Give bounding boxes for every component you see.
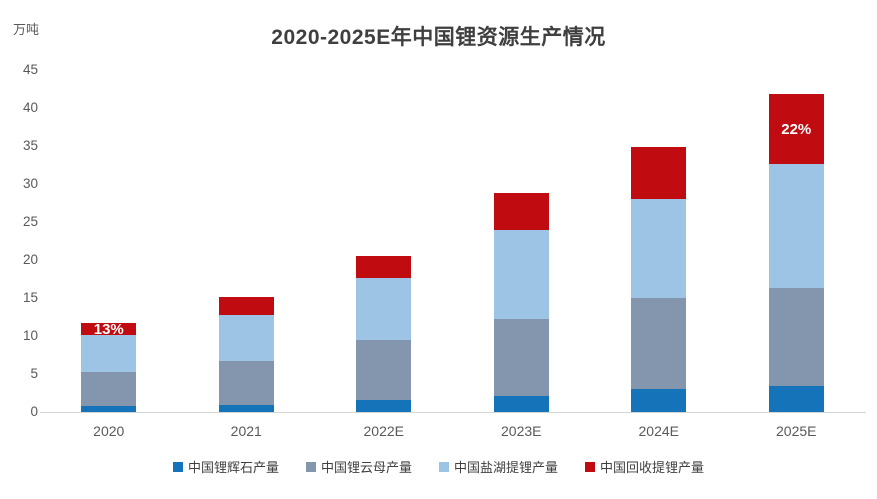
bar-segment-2021-中国回收提锂产量	[218, 296, 274, 315]
x-axis-label-2021: 2021	[230, 423, 262, 439]
y-tick-label: 40	[22, 100, 38, 115]
bar-segment-2024E-中国回收提锂产量	[631, 146, 687, 200]
y-tick-label: 25	[22, 214, 38, 229]
bar-segment-2021-中国锂云母产量	[218, 361, 274, 406]
legend-label: 中国锂辉石产量	[187, 460, 279, 475]
legend-marker-icon	[305, 461, 316, 472]
y-tick-label: 15	[22, 290, 38, 305]
bar-segment-2022E-中国锂云母产量	[356, 339, 412, 400]
x-axis-label-2024E: 2024E	[638, 423, 679, 439]
legend-item: 中国回收提锂产量	[585, 457, 704, 476]
bar-segment-2021-中国锂辉石产量	[218, 405, 274, 412]
x-axis-label-2023E: 2023E	[501, 423, 542, 439]
bar-segment-2024E-中国锂辉石产量	[631, 389, 687, 412]
bar-segment-2022E-中国锂辉石产量	[356, 399, 412, 412]
bar-segment-2023E-中国锂辉石产量	[493, 396, 549, 412]
y-tick-label: 30	[22, 176, 38, 191]
legend-marker-icon	[172, 461, 183, 472]
y-axis-tick-labels: 0 5 10 15 20 25 30 35 40 45	[0, 62, 38, 419]
legend-label: 中国回收提锂产量	[600, 460, 705, 475]
legend-label: 中国锂云母产量	[320, 460, 412, 475]
chart-title: 2020-2025E年中国锂资源生产情况	[271, 26, 606, 49]
bar-segment-2022E-中国盐湖提锂产量	[356, 278, 412, 340]
bar-segment-2020-中国回收提锂产量	[81, 323, 137, 336]
x-axis-label-2022E: 2022E	[363, 423, 404, 439]
bar-segment-2020-中国盐湖提锂产量	[81, 335, 137, 372]
bar-segment-2024E-中国盐湖提锂产量	[631, 199, 687, 298]
y-tick-label: 45	[22, 62, 38, 77]
legend-item: 中国锂云母产量	[305, 457, 412, 476]
legend-marker-icon	[585, 461, 596, 472]
y-tick-label: 5	[30, 366, 38, 381]
y-tick-label: 20	[22, 252, 38, 267]
y-tick-label: 0	[30, 404, 38, 419]
y-tick-label: 10	[22, 328, 38, 343]
bar-segment-2025E-中国锂云母产量	[768, 288, 824, 387]
bar-segment-2023E-中国回收提锂产量	[493, 193, 549, 231]
legend-item: 中国盐湖提锂产量	[439, 457, 558, 476]
legend: 中国锂辉石产量 中国锂云母产量 中国盐湖提锂产量 中国回收提锂产量	[0, 457, 877, 476]
x-axis-line	[40, 412, 866, 413]
bar-segment-2025E-中国锂辉石产量	[768, 386, 824, 412]
bar-segment-2020-中国锂辉石产量	[81, 405, 137, 412]
legend-label: 中国盐湖提锂产量	[454, 460, 559, 475]
bar-segment-2022E-中国回收提锂产量	[356, 256, 412, 279]
bar-annotation-2025E: 22%	[781, 120, 812, 138]
legend-marker-icon	[439, 461, 449, 472]
bar-segment-2020-中国锂云母产量	[81, 371, 137, 406]
bar-segment-2023E-中国锂云母产量	[493, 319, 549, 397]
legend-item: 中国锂辉石产量	[172, 457, 279, 476]
y-axis-unit-label: 万吨	[13, 22, 40, 37]
bar-segment-2025E-中国盐湖提锂产量	[768, 164, 824, 289]
x-axis-labels: 2020 2021 2022E 2023E 2024E 2025E	[40, 423, 865, 443]
x-axis-label-2020: 2020	[93, 423, 125, 439]
bar-segment-2025E-中国回收提锂产量	[768, 94, 824, 165]
x-axis-label-2025E: 2025E	[776, 423, 817, 439]
bar-segment-2023E-中国盐湖提锂产量	[493, 230, 549, 320]
y-tick-label: 35	[22, 138, 38, 153]
plot-area: 13% 22%	[40, 70, 865, 412]
bar-annotation-2020: 13%	[93, 320, 124, 338]
bar-segment-2021-中国盐湖提锂产量	[218, 314, 274, 362]
bar-segment-2024E-中国锂云母产量	[631, 298, 687, 390]
